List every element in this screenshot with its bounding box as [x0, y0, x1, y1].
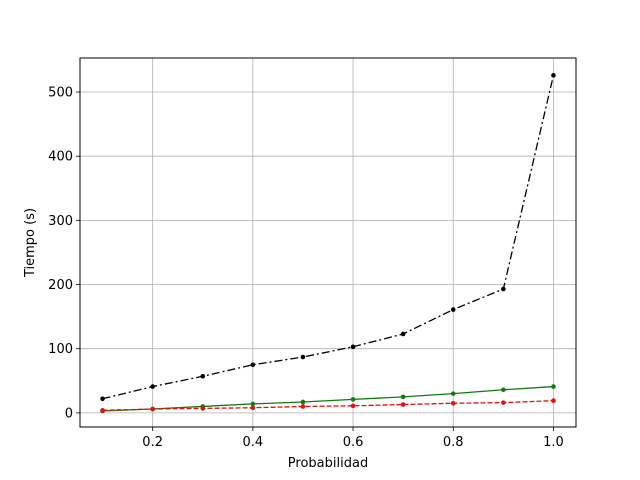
series-green-point	[300, 399, 306, 405]
x-tick-label: 0.4	[243, 435, 264, 450]
y-axis-ticks: 0 100 200 300 400 500	[48, 86, 80, 421]
series-red-point	[100, 408, 105, 413]
series-group	[100, 73, 556, 414]
series-black-point	[200, 374, 206, 379]
series-red-point	[400, 402, 406, 407]
series-green-point	[350, 397, 356, 402]
y-axis-label: Tiempo (s)	[23, 208, 38, 278]
series-green-point	[501, 387, 506, 393]
series-red-point	[150, 406, 155, 412]
y-tick-label: 0	[65, 406, 73, 421]
series-black-point	[300, 354, 306, 360]
series-black-point	[501, 286, 506, 292]
series-red-line	[102, 400, 554, 411]
series-green-line	[102, 385, 554, 412]
series-black-point	[250, 362, 256, 368]
series-red-point	[501, 400, 506, 405]
grid	[80, 58, 576, 427]
series-black-point	[400, 331, 406, 337]
series-black	[100, 73, 556, 402]
series-black-line	[102, 75, 555, 400]
x-axis-ticks: 0.2 0.4 0.6 0.8 1.0	[142, 427, 564, 450]
x-tick-label: 0.8	[443, 435, 464, 450]
series-black-point	[450, 307, 456, 312]
y-tick-label: 100	[48, 342, 73, 357]
y-tick-label: 300	[48, 214, 73, 229]
x-tick-label: 0.2	[142, 435, 163, 450]
y-tick-label: 400	[48, 150, 73, 165]
series-black-point	[551, 73, 556, 78]
y-tick-label: 200	[48, 278, 73, 293]
series-black-point	[150, 384, 155, 389]
series-red	[100, 398, 556, 413]
series-red-point	[551, 398, 556, 403]
x-tick-label: 0.6	[343, 435, 364, 450]
series-red-point	[450, 400, 456, 406]
series-red-point	[300, 404, 306, 409]
series-red-point	[200, 406, 206, 411]
series-black-point	[100, 396, 105, 402]
series-green-point	[551, 384, 556, 389]
series-black-point	[350, 344, 356, 350]
series-green-point	[400, 394, 406, 400]
series-red-point	[250, 405, 256, 411]
x-tick-label: 1.0	[543, 435, 564, 450]
plot-frame	[79, 57, 577, 428]
series-red-point	[350, 403, 356, 409]
series-green-point	[250, 401, 256, 407]
x-axis-label: Probabilidad	[288, 456, 368, 471]
y-tick-label: 500	[48, 86, 73, 101]
series-green-point	[450, 391, 456, 396]
